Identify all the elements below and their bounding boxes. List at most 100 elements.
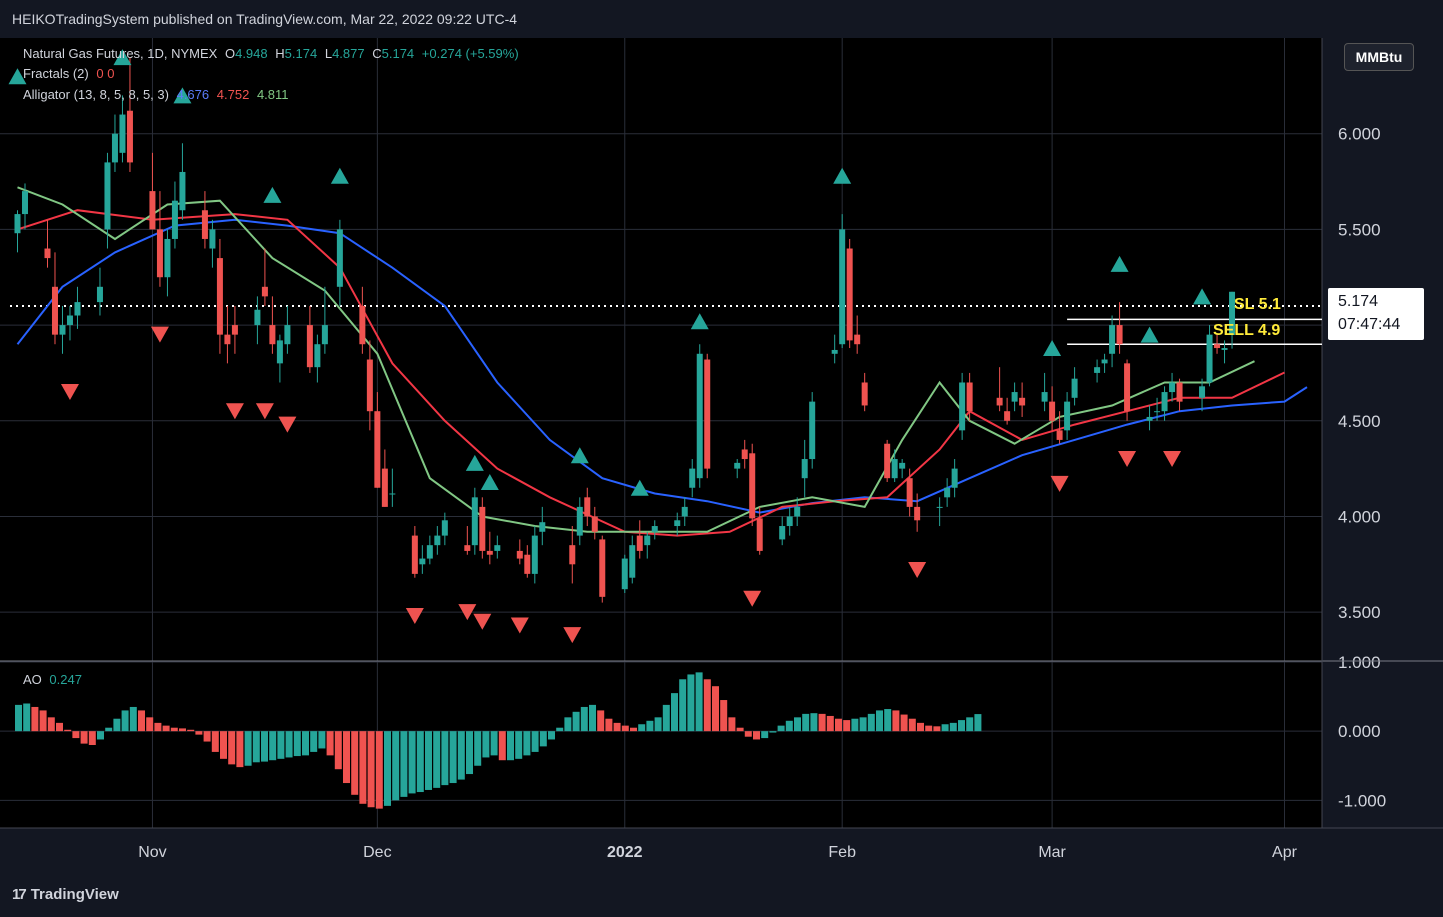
candle (44, 219, 51, 268)
candle (1229, 291, 1236, 349)
ao-bar (384, 731, 391, 806)
ao-bar (826, 715, 834, 732)
close-label: C (372, 46, 382, 61)
candle-body (1101, 359, 1108, 364)
candle (201, 191, 208, 249)
ao-bar (187, 729, 195, 732)
candle (96, 267, 103, 316)
ao-bar (966, 717, 974, 732)
candle-body (111, 133, 118, 163)
ao-bar (310, 731, 318, 752)
candle (591, 506, 598, 540)
ao-bar (900, 714, 908, 732)
candle-body (164, 238, 171, 278)
ao-bar (507, 731, 514, 761)
ao-bar (113, 718, 121, 732)
candle (1154, 397, 1161, 421)
ao-bar (941, 724, 949, 732)
ao-bar (744, 731, 752, 737)
alligator-jaw-line (16, 218, 1308, 514)
low-value: 4.877 (332, 46, 365, 61)
candle (861, 372, 868, 412)
candle (411, 526, 418, 578)
candle-body (951, 468, 958, 488)
candle-body (59, 325, 66, 335)
alligator-label: Alligator (13, 8, 5, 8, 5, 3) (23, 87, 169, 102)
tradingview-logo[interactable]: 17 TradingView (12, 886, 119, 903)
ao-bar (671, 693, 678, 732)
ao-bar (498, 731, 506, 761)
ao-bar (88, 731, 96, 745)
candle-body (1169, 382, 1176, 393)
fractal-up-marker (630, 479, 649, 496)
candle-body (591, 516, 598, 532)
ao-bar (712, 686, 719, 732)
fractal-down-marker (225, 403, 244, 420)
y-tick-label: 5.500 (1338, 220, 1381, 239)
candle (426, 535, 433, 565)
candle (959, 372, 966, 440)
candle (381, 449, 388, 507)
candle (126, 57, 133, 172)
candle (21, 183, 28, 230)
last-price: 5.174 (1338, 293, 1379, 310)
candle-body (104, 162, 111, 230)
high-value: 5.174 (284, 46, 318, 61)
candle-body (569, 545, 576, 565)
fractal-up-marker (8, 68, 27, 85)
candle (809, 392, 816, 469)
ao-bar (56, 722, 63, 732)
candle-body (576, 506, 583, 536)
candle (1146, 405, 1153, 431)
candle (1056, 411, 1063, 444)
candle-body (861, 382, 868, 406)
x-tick-label: Dec (363, 844, 391, 861)
candle (1206, 325, 1213, 387)
candle (1176, 378, 1183, 412)
ao-bar (490, 731, 498, 756)
ao-bar (138, 710, 145, 732)
candle (854, 315, 861, 354)
candle-body (794, 506, 801, 517)
candle (306, 305, 313, 373)
candle-body (1161, 392, 1168, 412)
x-tick-label: 2022 (607, 844, 643, 861)
candle-body (1229, 291, 1236, 336)
currency-unit-button[interactable]: MMBtu (1344, 43, 1414, 71)
candle (636, 520, 643, 559)
fractal-down-marker (743, 590, 762, 607)
candle-body (644, 535, 651, 546)
candle (66, 305, 73, 341)
ao-bar (252, 731, 260, 763)
y-tick-label: 3.500 (1338, 603, 1381, 622)
candle (1109, 315, 1116, 368)
candle (494, 535, 501, 559)
candle (906, 468, 913, 517)
candle-body (674, 520, 681, 527)
candle-body (891, 459, 898, 479)
candle-body (786, 516, 793, 527)
candle (1169, 372, 1176, 402)
candle-body (1124, 363, 1131, 412)
ao-bar (441, 731, 449, 786)
ao-bar (974, 714, 982, 732)
ao-bar (97, 731, 104, 740)
candle (1221, 340, 1228, 364)
ao-bar (630, 727, 637, 732)
ao-bar (334, 731, 342, 770)
candle-body (1019, 397, 1026, 406)
candle-body (471, 497, 478, 546)
candle (74, 286, 81, 329)
candle-body (831, 349, 838, 354)
candle (434, 526, 441, 555)
candle-body (66, 315, 73, 326)
ao-bar (892, 710, 900, 732)
ao-bar (261, 731, 268, 762)
ao-bar (179, 728, 186, 732)
ao-bar (859, 717, 867, 732)
candle (516, 539, 523, 565)
candle (891, 449, 898, 483)
candle (336, 219, 343, 306)
fractal-up-marker (690, 313, 709, 330)
